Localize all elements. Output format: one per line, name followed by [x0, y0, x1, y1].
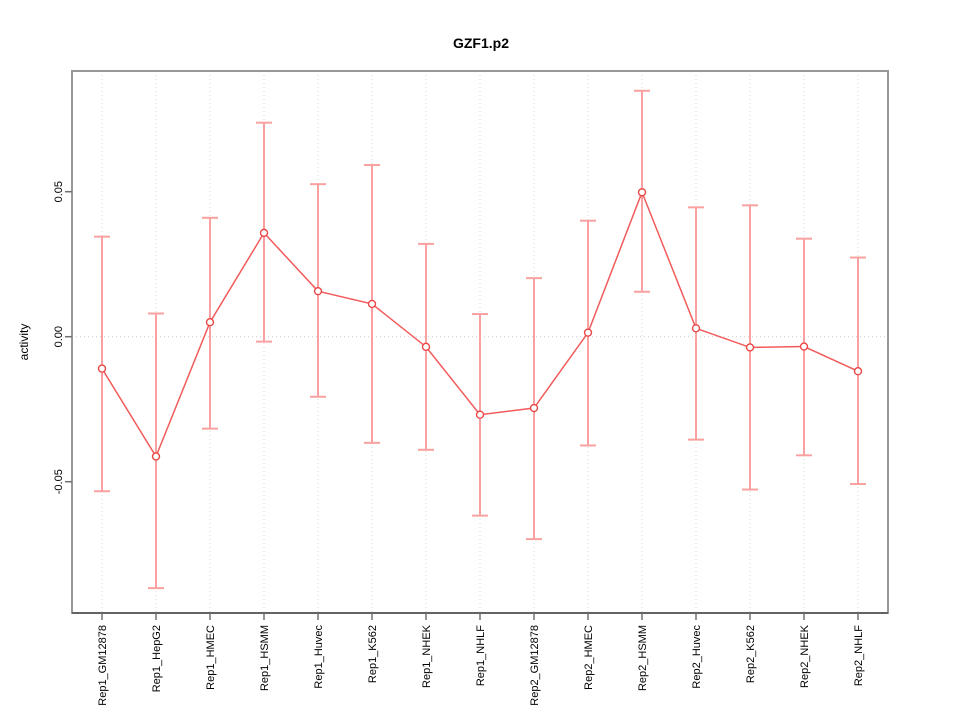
- x-tick-label: Rep2_Huvec: [691, 625, 703, 689]
- y-tick-label: -0.05: [53, 469, 65, 494]
- x-tick-label: Rep1_Huvec: [313, 625, 325, 689]
- x-tick-label: Rep2_K562: [745, 625, 757, 683]
- x-tick-label: Rep2_NHLF: [853, 625, 865, 686]
- data-point: [205, 318, 215, 327]
- data-point: [367, 299, 377, 309]
- x-tick-label: Rep2_NHEK: [799, 624, 811, 688]
- y-axis-label: activity: [17, 324, 31, 361]
- data-point: [853, 367, 863, 376]
- data-point: [637, 188, 647, 197]
- data-point: [313, 286, 323, 296]
- x-tick-label: Rep2_HSMM: [637, 625, 649, 691]
- x-tick-label: Rep1_HSMM: [259, 625, 271, 691]
- chart-title: GZF1.p2: [453, 35, 509, 51]
- x-tick-label: Rep2_HMEC: [583, 625, 595, 690]
- y-tick-label: 0.00: [53, 326, 65, 347]
- data-point: [259, 228, 269, 238]
- data-point: [529, 403, 539, 413]
- x-tick-label: Rep1_NHEK: [421, 624, 433, 688]
- data-point: [799, 342, 809, 351]
- y-tick-label: 0.05: [53, 181, 65, 202]
- plot-area: 0.05 0.00 -0.05 Rep1_GM12878 Rep1_HepG2 Rep1_…: [53, 70, 889, 706]
- x-tick-label: Rep1_K562: [367, 625, 379, 683]
- data-point: [421, 342, 431, 352]
- x-tick-label: Rep1_HMEC: [205, 625, 217, 690]
- x-tick-label: Rep1_HepG2: [151, 625, 163, 692]
- data-point: [475, 410, 485, 419]
- data-point: [583, 328, 593, 337]
- data-point: [97, 364, 107, 373]
- data-point: [151, 452, 161, 461]
- x-tick-label: Rep1_NHLF: [475, 625, 487, 686]
- x-tick-label: Rep2_GM12878: [529, 625, 541, 706]
- data-point: [691, 324, 701, 333]
- x-tick-label: Rep1_GM12878: [97, 625, 109, 706]
- data-point: [745, 343, 755, 352]
